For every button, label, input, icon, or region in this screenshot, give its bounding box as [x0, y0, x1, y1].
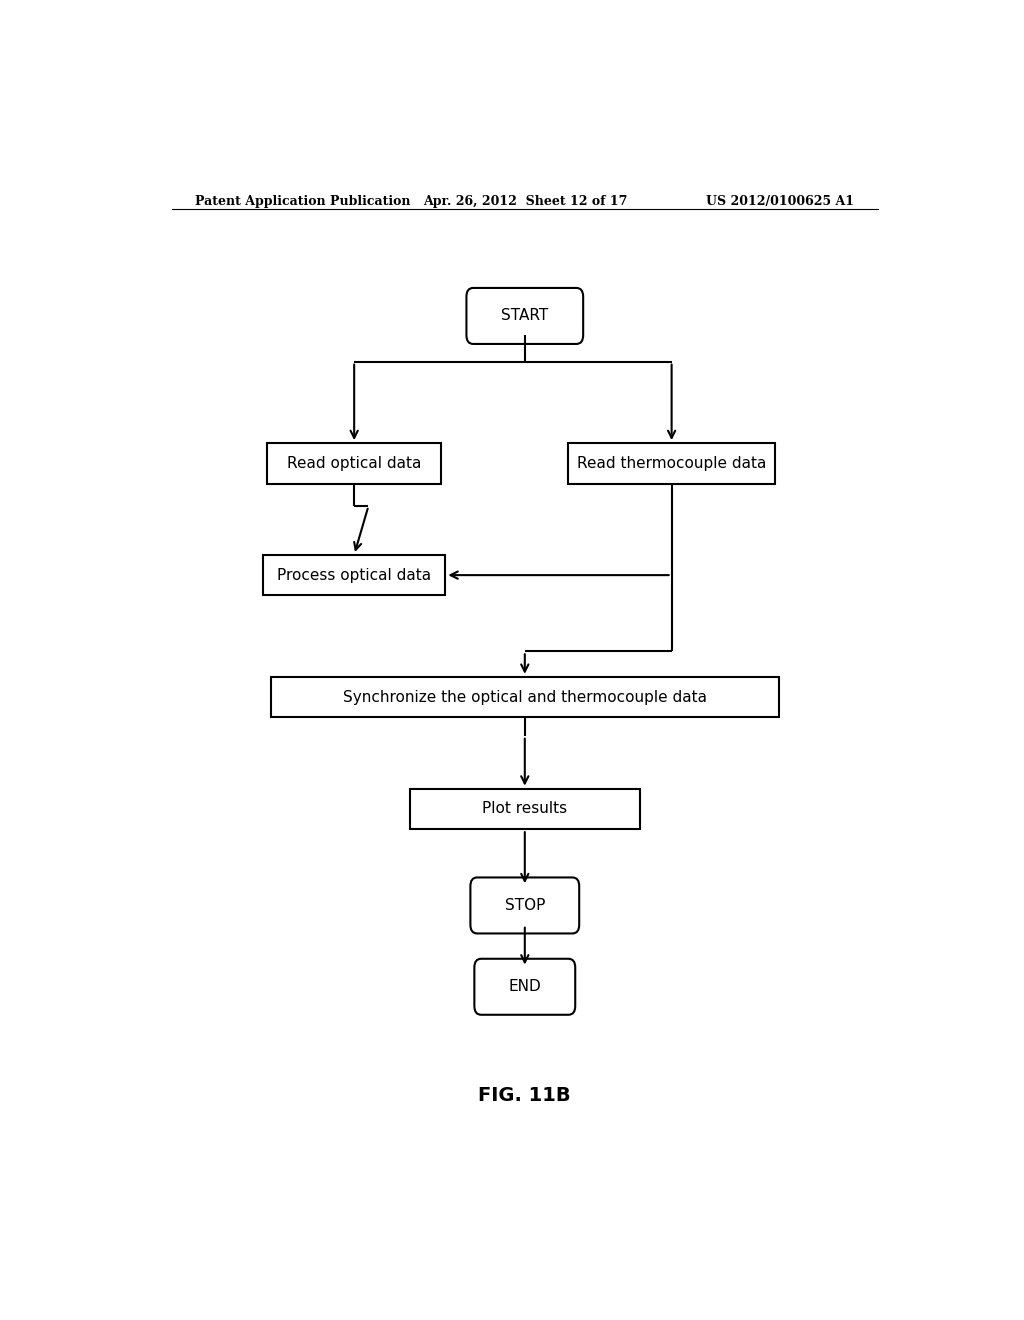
- Text: Process optical data: Process optical data: [278, 568, 431, 582]
- Text: Read thermocouple data: Read thermocouple data: [577, 455, 766, 471]
- FancyBboxPatch shape: [470, 878, 580, 933]
- Text: US 2012/0100625 A1: US 2012/0100625 A1: [707, 194, 854, 207]
- Bar: [270, 677, 779, 718]
- Bar: [568, 444, 775, 483]
- Bar: [410, 788, 640, 829]
- Text: Read optical data: Read optical data: [287, 455, 421, 471]
- Text: START: START: [501, 309, 549, 323]
- FancyBboxPatch shape: [466, 288, 584, 345]
- Text: END: END: [509, 979, 541, 994]
- Text: Patent Application Publication: Patent Application Publication: [196, 194, 411, 207]
- Bar: [267, 444, 441, 483]
- Text: FIG. 11B: FIG. 11B: [478, 1086, 571, 1105]
- Text: Apr. 26, 2012  Sheet 12 of 17: Apr. 26, 2012 Sheet 12 of 17: [423, 194, 627, 207]
- Bar: [263, 554, 445, 595]
- Text: Synchronize the optical and thermocouple data: Synchronize the optical and thermocouple…: [343, 689, 707, 705]
- Text: STOP: STOP: [505, 898, 545, 913]
- Text: Plot results: Plot results: [482, 801, 567, 816]
- FancyBboxPatch shape: [474, 958, 575, 1015]
